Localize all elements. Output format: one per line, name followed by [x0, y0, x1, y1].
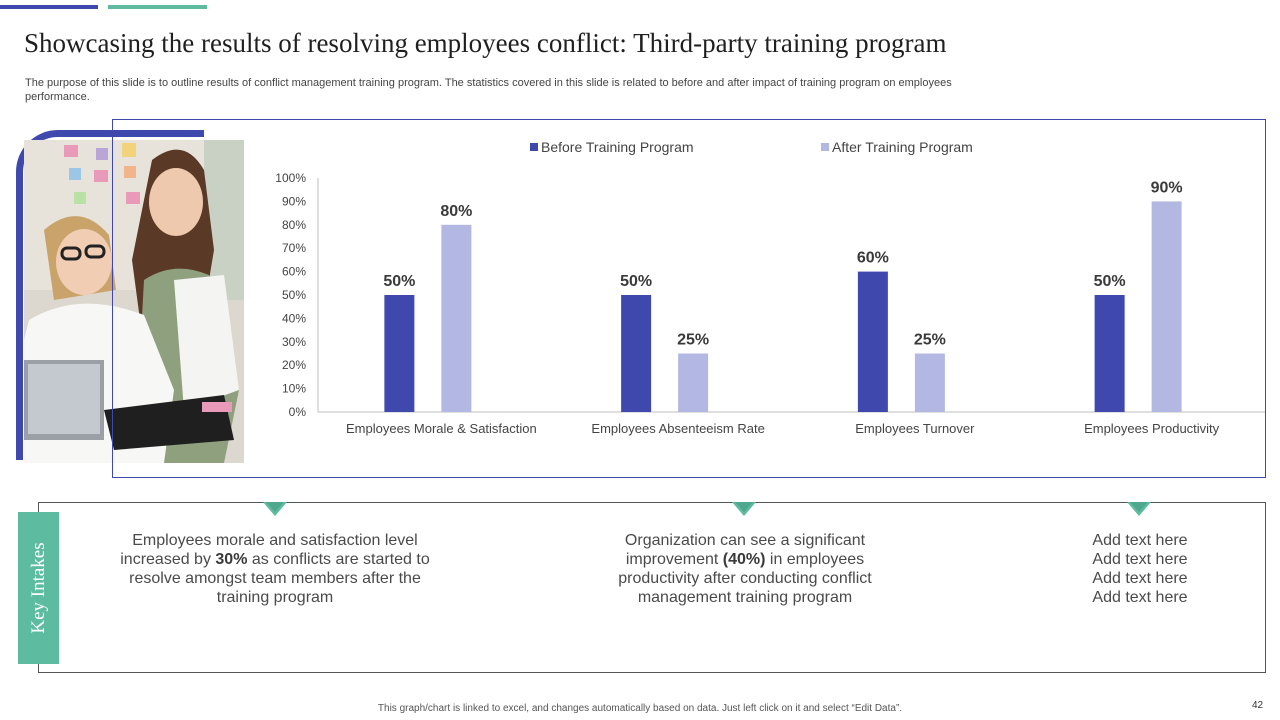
bar-before [621, 295, 652, 412]
y-tick-label: 70% [282, 241, 306, 255]
chart-container: Before Training Program After Training P… [112, 119, 1266, 478]
team-photo [24, 140, 244, 463]
takeaway-1-highlight: 30% [215, 551, 248, 568]
data-label: 90% [1151, 179, 1183, 196]
page-title: Showcasing the results of resolving empl… [24, 28, 947, 58]
bar-before [1094, 295, 1125, 412]
photo-frame [16, 130, 204, 460]
data-label: 50% [383, 273, 415, 290]
legend-swatch-before [530, 143, 538, 151]
takeaway-3-line: Add text here [1092, 551, 1188, 568]
legend: Before Training Program After Training P… [530, 139, 973, 155]
x-category-label: Employees Turnover [855, 421, 975, 436]
y-tick-label: 40% [282, 311, 306, 325]
x-category-label: Employees Morale & Satisfaction [346, 421, 537, 436]
bar-after [914, 353, 945, 412]
top-accent-bar-blue [0, 5, 98, 9]
takeaway-3-line: Add text here [1092, 570, 1188, 587]
data-label: 80% [440, 203, 472, 220]
data-label: 50% [620, 273, 652, 290]
takeaway-2: Organization can see a significant impro… [604, 531, 886, 607]
page-number: 42 [1252, 700, 1264, 711]
y-tick-label: 30% [282, 335, 306, 349]
legend-swatch-after [821, 143, 829, 151]
y-tick-label: 50% [282, 288, 306, 302]
y-axis: 0% 10% 20% 30% 40% 50% 60% 70% 80% 90% 100% [275, 171, 319, 419]
bars [384, 201, 1182, 412]
data-labels: 50% 80% 50% 25% 60% 25% 50% 90% [383, 179, 1182, 348]
key-intakes-label: Key Intakes [18, 512, 59, 664]
page-subtitle: The purpose of this slide is to outline … [25, 77, 952, 103]
legend-label-after: After Training Program [832, 139, 973, 155]
marker-triangle-3 [1127, 502, 1151, 516]
x-axis: Employees Morale & Satisfaction Employees… [318, 411, 1265, 436]
takeaway-1: Employees morale and satisfaction level … [120, 531, 430, 607]
data-label: 60% [857, 250, 889, 267]
legend-label-before: Before Training Program [541, 139, 694, 155]
bar-before [857, 271, 888, 412]
team-photo-illustration [24, 140, 244, 463]
y-tick-label: 60% [282, 265, 306, 279]
bar-after [441, 224, 472, 412]
data-label: 25% [914, 332, 946, 349]
y-tick-label: 80% [282, 218, 306, 232]
takeaway-3: Add text here Add text here Add text her… [1040, 531, 1240, 607]
x-category-label: Employees Absenteeism Rate [591, 421, 764, 436]
marker-triangle-1 [263, 502, 287, 516]
takeaway-1-text-a: Employees morale and satisfaction level … [120, 532, 418, 568]
x-category-label: Employees Productivity [1084, 421, 1220, 436]
y-tick-label: 90% [282, 194, 306, 208]
takeaway-2-text-a: Organization can see a significant impro… [624, 532, 866, 568]
marker-triangle-2 [732, 502, 756, 516]
y-tick-label: 10% [282, 382, 306, 396]
data-label: 25% [677, 332, 709, 349]
y-tick-label: 0% [289, 405, 307, 419]
top-accent-bar-teal [108, 5, 207, 9]
bar-after [678, 353, 709, 412]
takeaway-3-line: Add text here [1092, 532, 1188, 549]
data-label: 50% [1094, 273, 1126, 290]
bar-before [384, 295, 415, 412]
takeaway-2-text-b: in employees productivity after conducti… [618, 551, 872, 606]
y-tick-label: 100% [275, 171, 306, 185]
bar-after [1151, 201, 1182, 412]
takeaway-2-highlight: (40%) [722, 551, 766, 568]
bar-chart: Before Training Program After Training P… [275, 139, 1265, 436]
key-intakes-label-text: Key Intakes [27, 542, 49, 634]
takeaway-3-line: Add text here [1092, 589, 1188, 606]
takeaway-1-text-b: as conflicts are started to resolve amon… [129, 551, 430, 606]
y-tick-label: 20% [282, 358, 306, 372]
footer-note: This graph/chart is linked to excel, and… [377, 703, 903, 714]
